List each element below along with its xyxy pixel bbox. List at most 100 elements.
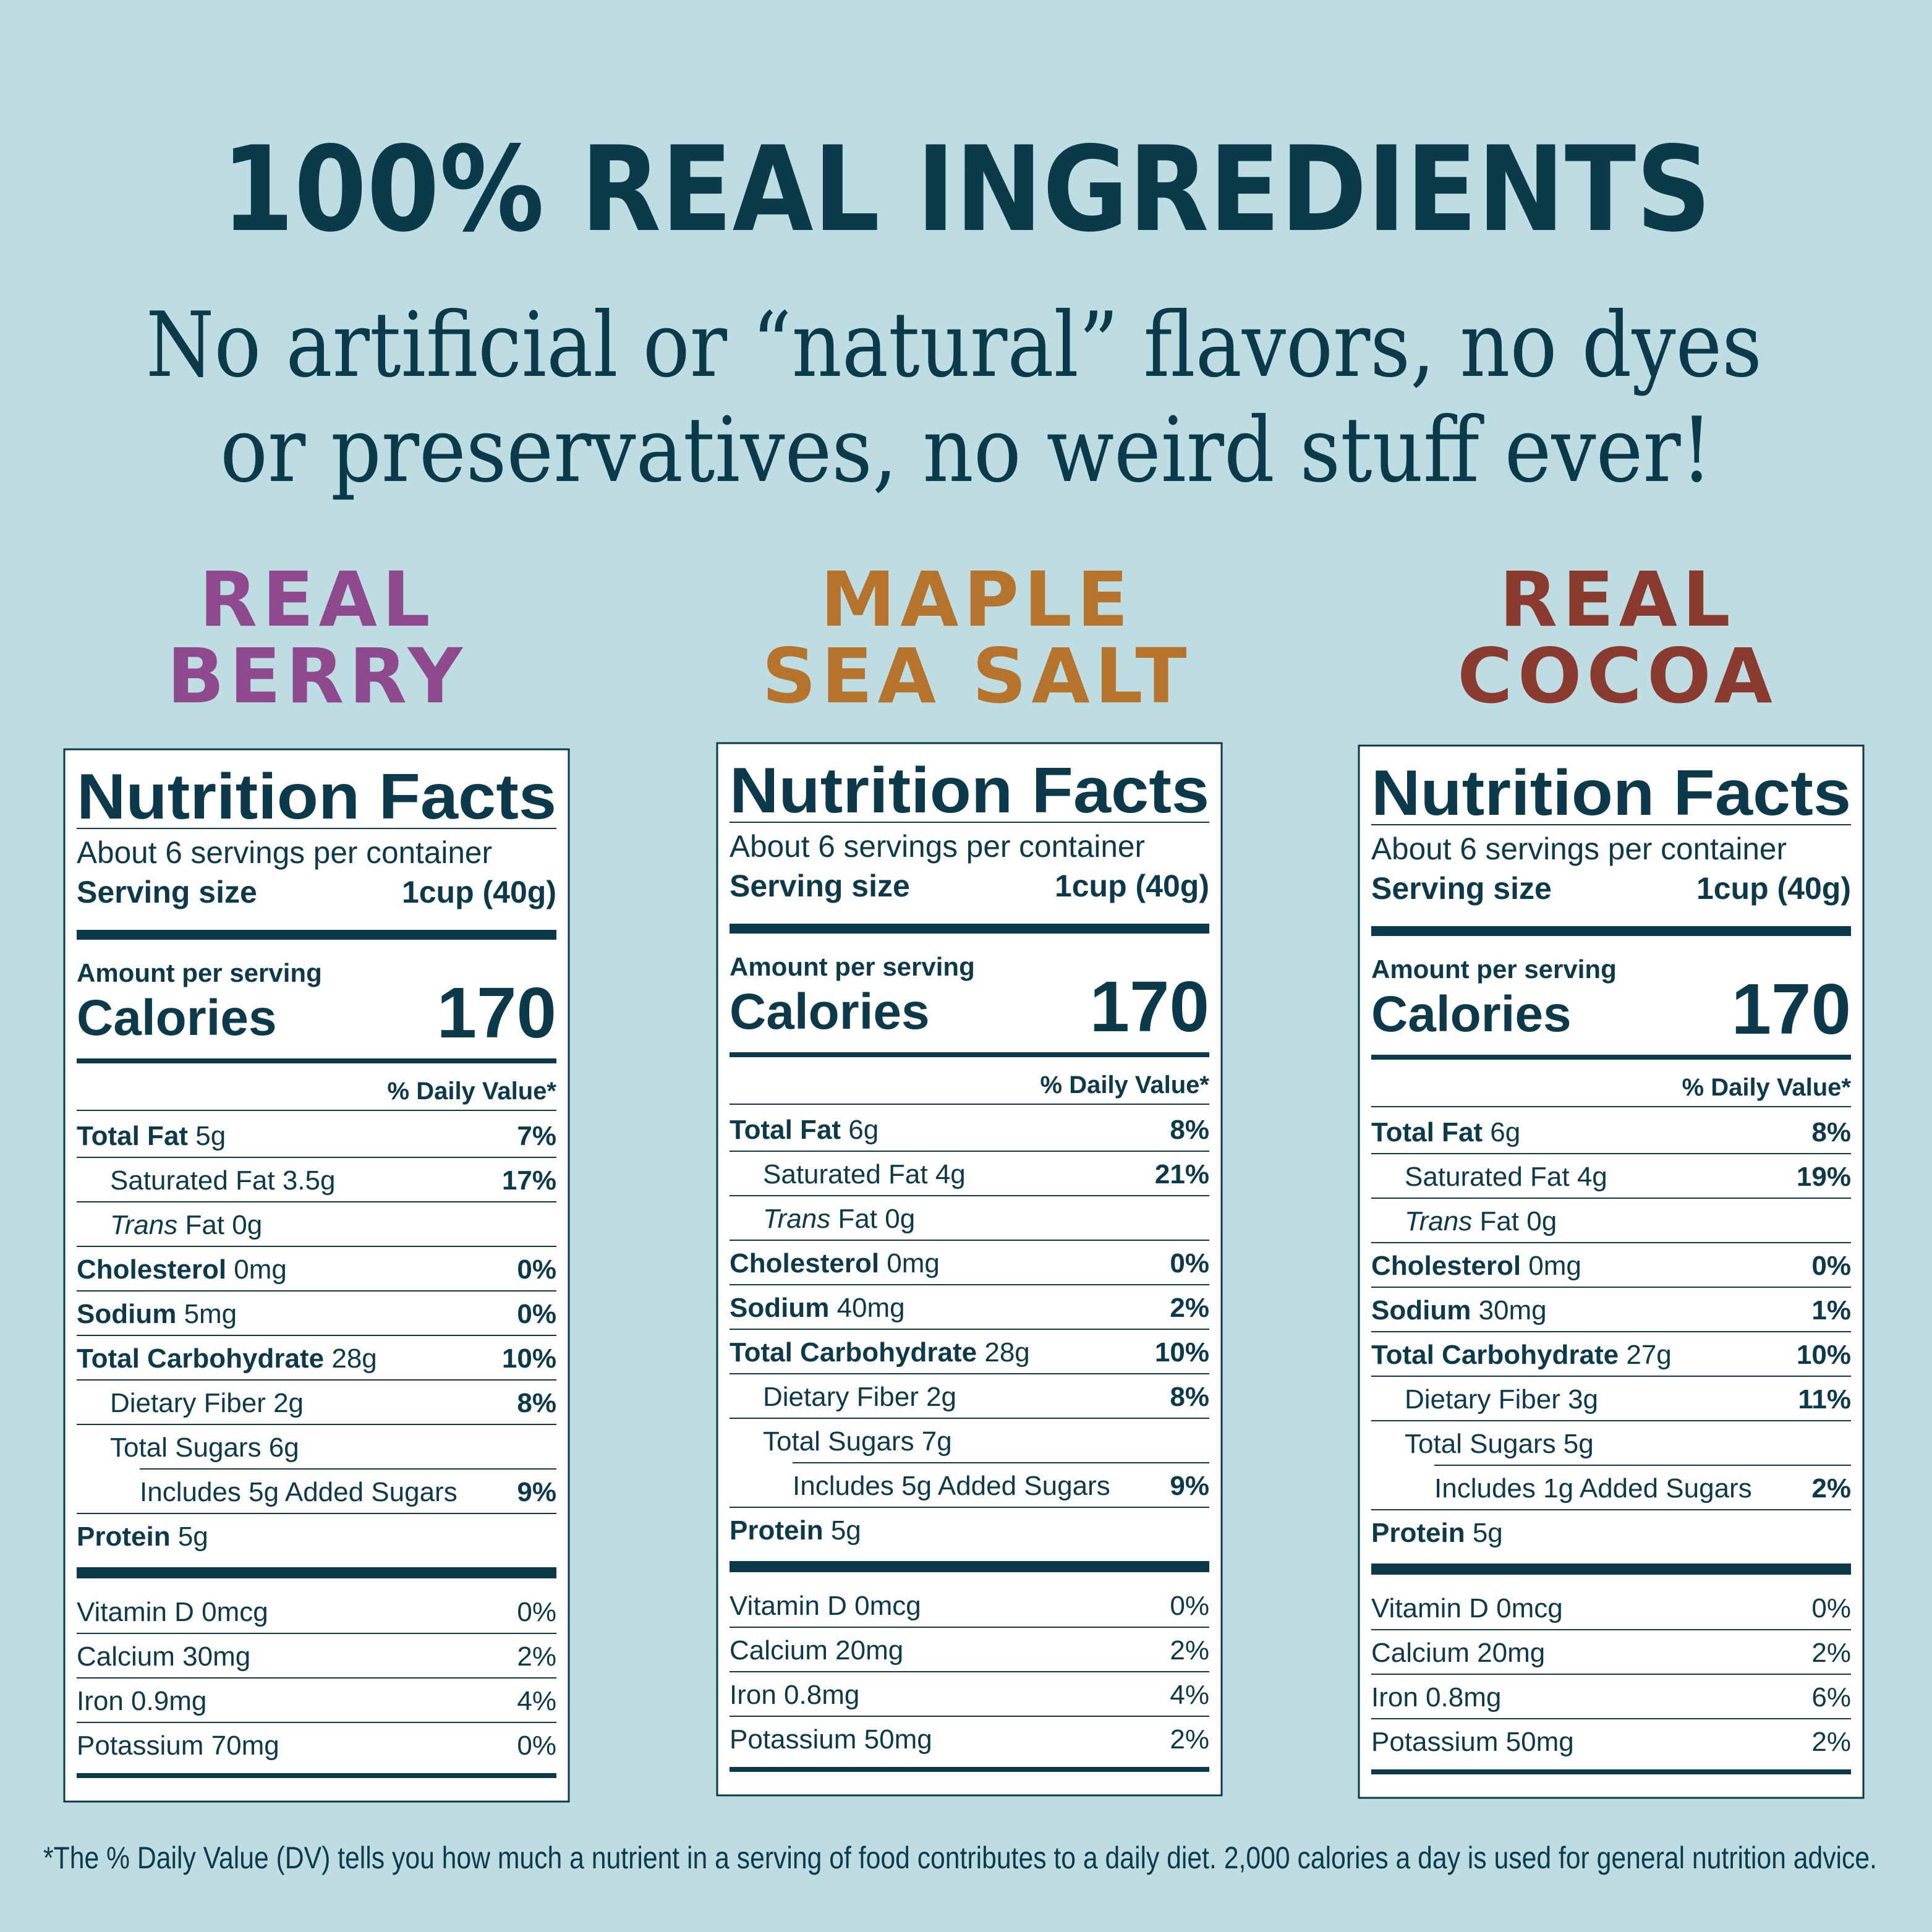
nutrient: Includes 1g Added Sugars <box>1434 1473 1752 1504</box>
vitamin-daily-value: 2% <box>1811 1638 1851 1668</box>
nutrient: Sodium 5mg <box>77 1299 237 1329</box>
label-box <box>1358 744 1865 1799</box>
nutrient-name: Includes 5g Added Sugars <box>140 1477 457 1507</box>
calories-label: Calories <box>1371 986 1572 1042</box>
rule <box>1371 824 1851 825</box>
rule <box>1371 926 1851 936</box>
amount-per-serving: Amount per serving <box>1371 955 1617 984</box>
nutrient: Total Carbohydrate 27g <box>1371 1340 1672 1370</box>
rule <box>730 1627 1209 1628</box>
vitamin: Iron 0.8mg <box>1371 1682 1501 1713</box>
rule <box>1371 1674 1851 1675</box>
vitamin: Iron 0.9mg <box>77 1686 206 1716</box>
nutrient-name: Total Sugars 6g <box>110 1432 299 1463</box>
vitamin: Potassium 50mg <box>730 1724 932 1755</box>
vitamin: Calcium 30mg <box>77 1641 250 1672</box>
label-title: Nutrition Facts <box>730 755 1209 827</box>
rule <box>1371 1153 1851 1154</box>
vitamin-daily-value: 0% <box>1811 1593 1851 1623</box>
nutrient-name: Saturated Fat 4g <box>763 1159 966 1189</box>
rule <box>730 1104 1209 1105</box>
serving-size: 1cup (40g) <box>1696 871 1851 906</box>
nutrient: Protein 5g <box>1371 1518 1503 1548</box>
rule <box>1371 1420 1851 1421</box>
nutrient: Total Sugars 5g <box>1405 1429 1594 1459</box>
nutrient-amount: 5mg <box>184 1299 237 1329</box>
nutrient-name: Sodium <box>730 1293 829 1323</box>
rule <box>1371 1376 1851 1377</box>
rule <box>77 1110 556 1111</box>
daily-value: 0% <box>1811 1251 1851 1281</box>
nutrient: Cholesterol 0mg <box>730 1248 940 1279</box>
nutrient-amount: 5g <box>178 1521 208 1552</box>
rule <box>77 1513 556 1514</box>
nutrient-name: Total Carbohydrate <box>730 1337 977 1368</box>
nutrient: Total Sugars 7g <box>763 1426 952 1457</box>
vitamin: Potassium 50mg <box>1371 1727 1574 1757</box>
rule <box>730 1561 1209 1572</box>
vitamin: Potassium 70mg <box>77 1730 279 1761</box>
daily-value: 8% <box>1170 1115 1209 1145</box>
rule <box>77 1290 556 1292</box>
daily-value: 0% <box>517 1299 556 1329</box>
calories: 170 <box>1731 969 1851 1049</box>
daily-value: 0% <box>1170 1248 1209 1279</box>
nutrient: Protein 5g <box>730 1515 861 1546</box>
vitamin: Vitamin D 0mcg <box>77 1597 268 1627</box>
vitamin: Iron 0.8mg <box>730 1680 859 1710</box>
vitamin-daily-value: 0% <box>1170 1591 1209 1621</box>
nutrient: Total Carbohydrate 28g <box>730 1337 1030 1368</box>
servings: About 6 servings per container <box>77 835 492 870</box>
nutrient-amount: 0mg <box>1528 1251 1581 1281</box>
rule <box>730 1240 1209 1241</box>
nutrient: Total Fat 6g <box>730 1115 879 1145</box>
rule <box>77 1246 556 1247</box>
nutrient-name: Protein <box>77 1521 171 1552</box>
vitamin-daily-value: 2% <box>1170 1635 1209 1666</box>
daily-value: 8% <box>517 1388 556 1418</box>
nutrient-name: Saturated Fat 3.5g <box>110 1165 335 1196</box>
nutrient-amount: 27g <box>1626 1340 1671 1370</box>
rule <box>730 1507 1209 1508</box>
vitamin: Vitamin D 0mcg <box>1371 1593 1563 1623</box>
label-box <box>63 748 570 1803</box>
nutrient-name: Total Sugars 7g <box>763 1426 952 1457</box>
daily-value-header: % Daily Value* <box>1040 1071 1210 1099</box>
rule <box>730 924 1209 934</box>
rule <box>1371 1629 1851 1630</box>
rule <box>77 930 556 940</box>
product-name: COCOA <box>1457 632 1777 720</box>
nutrient: Protein 5g <box>77 1521 208 1552</box>
rule <box>77 828 556 829</box>
nutrient: Trans Fat 0g <box>1405 1206 1557 1236</box>
subtitle-line: or preservatives, no weird stuff ever! <box>220 398 1713 503</box>
rule <box>1371 1718 1851 1719</box>
nutrient-italic: Trans <box>763 1204 830 1234</box>
rule <box>1371 1198 1851 1199</box>
rule <box>730 1329 1209 1330</box>
daily-value: 7% <box>517 1121 556 1151</box>
rule <box>1371 1242 1851 1243</box>
amount-per-serving: Amount per serving <box>730 952 975 981</box>
daily-value-header: % Daily Value* <box>388 1078 557 1105</box>
nutrient: Trans Fat 0g <box>110 1210 262 1240</box>
vitamin: Vitamin D 0mcg <box>730 1591 921 1621</box>
nutrient: Sodium 30mg <box>1371 1295 1547 1326</box>
nutrient-name: Sodium <box>77 1299 176 1329</box>
rule <box>140 1468 556 1470</box>
label-box <box>716 742 1223 1797</box>
nutrient-name: Cholesterol <box>1371 1251 1521 1281</box>
nutrient-name: Dietary Fiber 3g <box>1405 1384 1598 1415</box>
rule <box>1371 1769 1851 1774</box>
nutrient-name: Total Fat <box>77 1121 188 1151</box>
rule <box>730 1195 1209 1196</box>
nutrient-name: Total Fat <box>730 1115 841 1145</box>
rule <box>77 1201 556 1202</box>
nutrient-amount: 5g <box>831 1515 861 1546</box>
nutrient-italic: Trans <box>1405 1206 1472 1236</box>
vitamin-daily-value: 4% <box>1170 1680 1209 1710</box>
rule <box>730 1671 1209 1672</box>
calories: 170 <box>1089 966 1209 1047</box>
subtitle-line: No artificial or “natural” flavors, no d… <box>146 293 1762 398</box>
rule <box>1371 1564 1851 1575</box>
